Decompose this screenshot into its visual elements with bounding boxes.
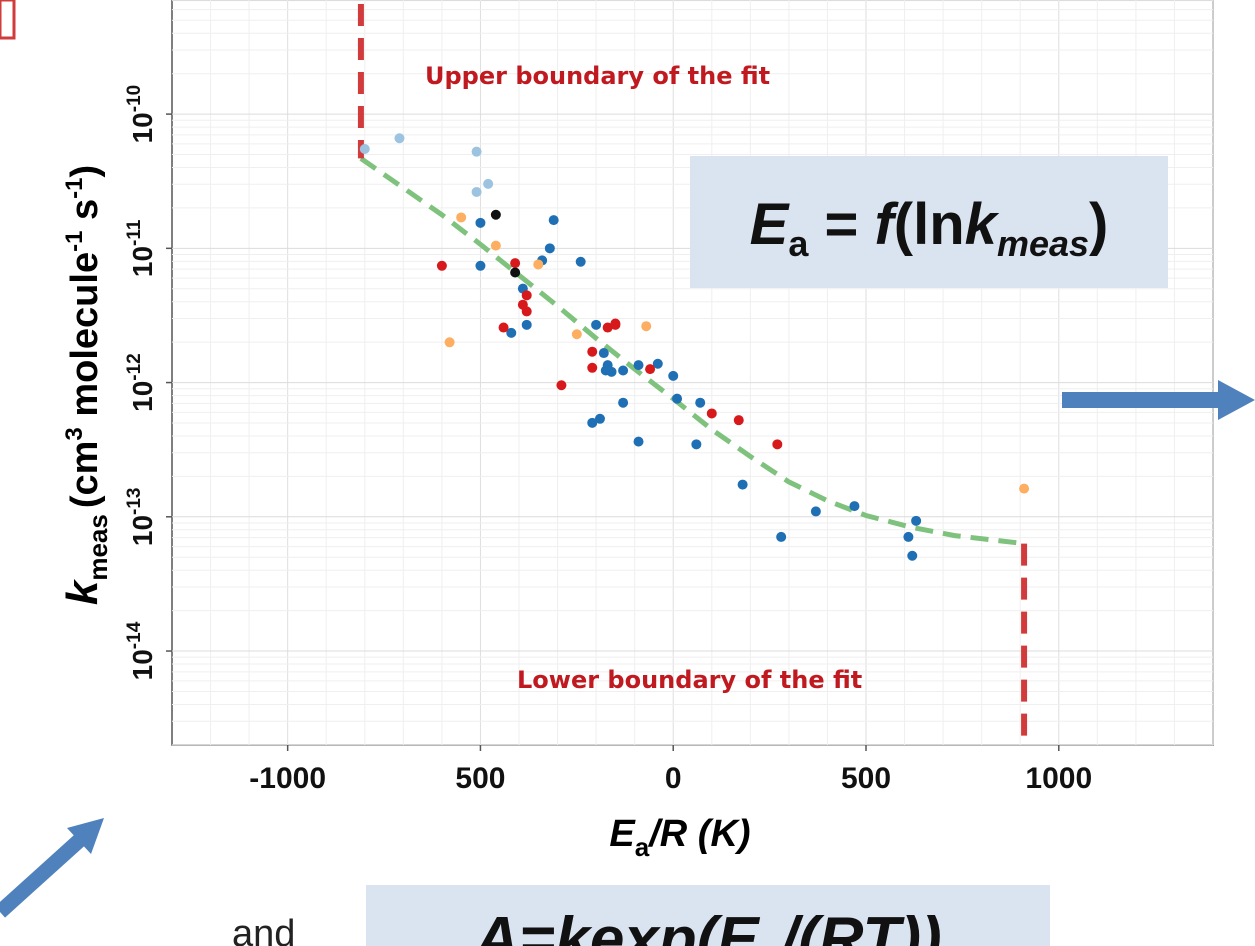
data-point: [490, 240, 501, 251]
data-point: [633, 436, 644, 447]
data-point: [606, 366, 617, 377]
data-point: [591, 319, 602, 330]
data-point: [911, 515, 922, 526]
formula-text: A=kexp(Ea/(RT)): [472, 905, 941, 946]
data-point: [587, 362, 598, 373]
data-point: [498, 322, 509, 333]
x-tick-label: 500: [455, 762, 505, 795]
formula-box: [366, 885, 1050, 946]
svg-text:Ea = f(lnkmeas): Ea = f(lnkmeas): [750, 192, 1109, 264]
y-tick-label: 10-13: [124, 487, 158, 546]
data-point: [575, 256, 586, 267]
data-point: [394, 133, 405, 144]
data-point: [556, 380, 567, 391]
x-tick-label: -1000: [249, 762, 326, 795]
x-tick-label: 1000: [1025, 762, 1092, 795]
data-point: [471, 186, 482, 197]
data-point: [695, 397, 706, 408]
data-points: [359, 133, 1030, 561]
data-point: [903, 531, 914, 542]
data-point: [510, 258, 521, 269]
equation-box: [690, 156, 1168, 288]
data-point: [706, 408, 717, 419]
x-tick-labels: -1000 500 0 500 1000: [249, 745, 1092, 795]
data-point: [359, 144, 370, 154]
right-arrow: [1062, 380, 1255, 420]
data-point: [444, 337, 455, 348]
y-tick-label: 10-14: [124, 621, 158, 680]
diagonal-arrow: [0, 818, 104, 918]
data-point: [691, 439, 702, 450]
equation-text: Ea = f(lnkmeas): [750, 192, 1109, 264]
data-point: [521, 290, 532, 301]
data-point: [544, 243, 555, 254]
data-point: [602, 322, 613, 333]
data-point: [475, 217, 486, 228]
lower-boundary-annotation: Lower boundary of the fit: [517, 666, 862, 694]
data-point: [490, 209, 501, 220]
x-tick-label: 0: [665, 762, 682, 795]
data-point: [907, 550, 918, 561]
and-label: and: [232, 913, 295, 946]
y-tick-label: 10-12: [124, 353, 158, 412]
data-point: [587, 346, 598, 357]
data-point: [594, 413, 605, 424]
data-point: [672, 393, 683, 404]
data-point: [652, 358, 663, 369]
corner-slide-mark: [0, 0, 16, 40]
data-point: [610, 318, 621, 329]
data-point: [618, 365, 629, 376]
upper-boundary-annotation: Upper boundary of the fit: [425, 62, 770, 90]
data-point: [633, 360, 644, 371]
data-point: [548, 215, 559, 226]
data-point: [641, 321, 652, 332]
data-point: [521, 319, 532, 330]
data-point: [598, 348, 609, 359]
data-point: [475, 260, 486, 271]
data-point: [772, 439, 783, 450]
data-point: [571, 329, 582, 340]
data-point: [483, 178, 494, 189]
data-point: [456, 212, 467, 223]
data-point: [733, 415, 744, 426]
data-point: [668, 370, 679, 381]
data-point: [810, 506, 821, 517]
data-point: [521, 306, 532, 317]
data-point: [737, 479, 748, 490]
y-tick-labels: 10-10 10-11 10-12 10-13 10-14: [124, 85, 172, 680]
data-point: [510, 267, 521, 278]
data-point: [1019, 483, 1030, 494]
y-tick-label: 10-10: [124, 85, 158, 144]
data-point: [471, 146, 482, 157]
data-point: [533, 259, 544, 270]
data-point: [436, 260, 447, 271]
data-point: [506, 327, 517, 338]
plot-area: [171, 0, 1214, 746]
data-point: [587, 417, 598, 428]
x-axis-label: Ea/R (K): [609, 813, 750, 862]
data-point: [645, 364, 656, 375]
x-tick-label: 500: [841, 762, 891, 795]
data-point: [618, 397, 629, 408]
y-tick-label: 10-11: [124, 219, 158, 277]
y-axis-label: kmeas(cm3 molecule-1 s-1): [58, 165, 113, 605]
data-point: [849, 501, 860, 512]
data-point: [776, 531, 787, 542]
